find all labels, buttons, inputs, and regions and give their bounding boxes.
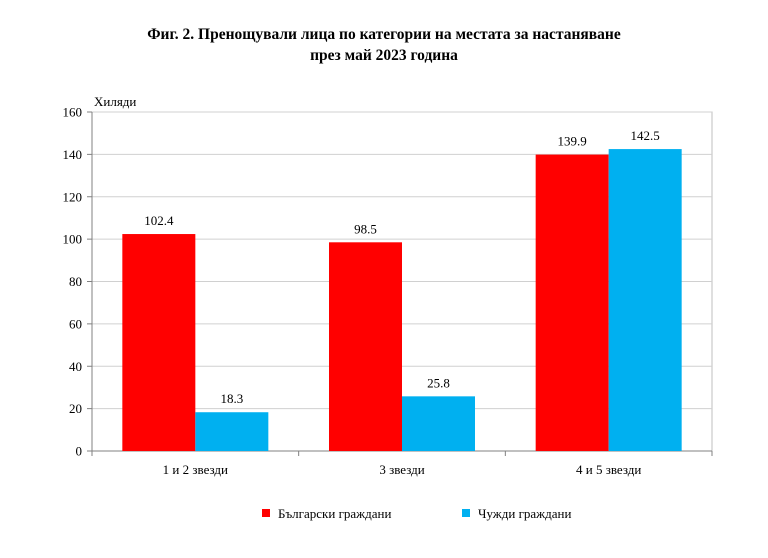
legend-swatch <box>262 509 270 517</box>
bar <box>402 396 475 451</box>
chart-title: Фиг. 2. Пренощували лица по категории на… <box>0 24 768 66</box>
x-tick-label: 3 звезди <box>379 462 424 477</box>
bar <box>608 149 682 451</box>
data-label: 18.3 <box>220 391 243 406</box>
chart-title-line-1: Фиг. 2. Пренощували лица по категории на… <box>147 26 621 43</box>
y-tick-label: 100 <box>63 232 83 247</box>
data-label: 98.5 <box>354 221 377 236</box>
y-tick-label: 0 <box>76 444 83 459</box>
data-label: 102.4 <box>144 213 174 228</box>
data-label: 139.9 <box>558 134 587 149</box>
legend-label: Чужди граждани <box>478 506 572 521</box>
y-tick-label: 140 <box>63 147 83 162</box>
bar <box>535 154 609 452</box>
x-tick-label: 4 и 5 звезди <box>576 462 641 477</box>
legend: Български граждани Чужди граждани <box>262 506 572 521</box>
bar <box>329 242 402 451</box>
x-tick-label: 1 и 2 звезди <box>163 462 228 477</box>
data-label: 25.8 <box>427 375 450 390</box>
bar <box>122 234 196 451</box>
y-tick-label: 160 <box>63 105 83 120</box>
data-label: 142.5 <box>631 128 660 143</box>
y-tick-label: 120 <box>63 189 83 204</box>
legend-swatch <box>462 509 470 517</box>
chart-title-line-2: през май 2023 година <box>310 47 458 64</box>
y-tick-label: 80 <box>69 274 82 289</box>
bar <box>195 412 269 451</box>
y-tick-label: 40 <box>69 359 82 374</box>
y-tick-label: 60 <box>69 316 82 331</box>
legend-label: Български граждани <box>278 506 391 521</box>
bars <box>122 149 682 452</box>
y-axis-label: Хиляди <box>94 94 136 109</box>
data-labels: 102.4 18.3 98.5 25.8 139.9 142.5 <box>144 128 660 406</box>
y-tick-label: 20 <box>69 401 82 416</box>
